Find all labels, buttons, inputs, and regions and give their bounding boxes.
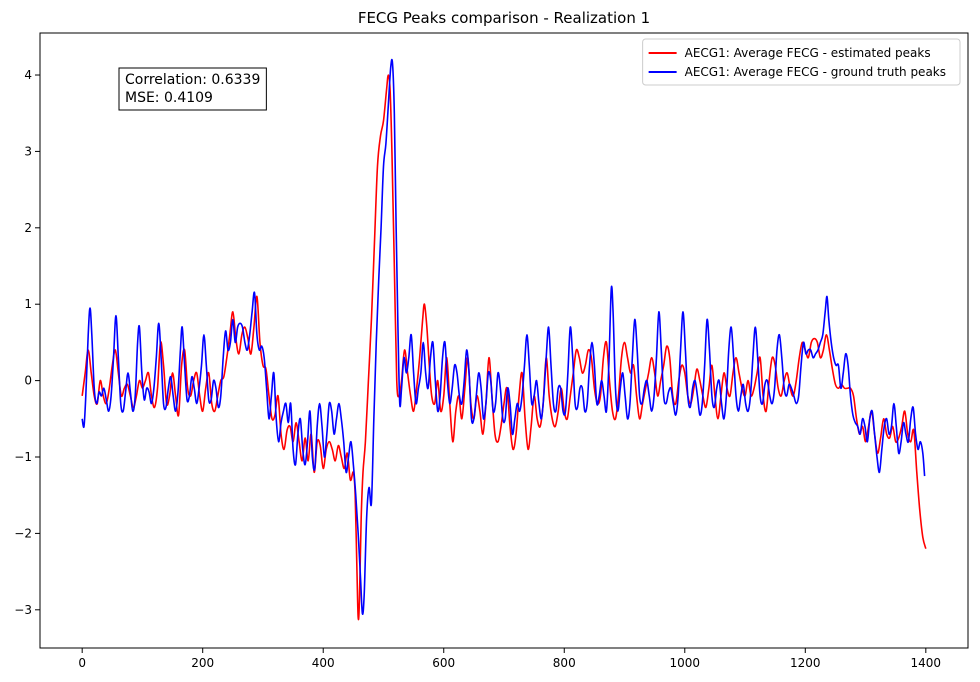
y-tick-label: 1 bbox=[24, 297, 32, 311]
series-layer bbox=[81, 58, 927, 621]
y-tick-label: 3 bbox=[24, 144, 32, 158]
y-tick-label: 4 bbox=[24, 68, 32, 82]
legend-box bbox=[642, 38, 961, 86]
chart-title: FECG Peaks comparison - Realization 1 bbox=[358, 9, 650, 27]
stats-annotation-box bbox=[118, 67, 267, 111]
x-tick-label: 1400 bbox=[911, 656, 942, 670]
y-tick-label: 2 bbox=[24, 221, 32, 235]
x-tick-label: 800 bbox=[553, 656, 576, 670]
legend: AECG1: Average FECG - estimated peaks AE… bbox=[642, 38, 961, 86]
series-ground-truth-line bbox=[81, 58, 926, 615]
series-estimated-line bbox=[81, 74, 927, 621]
y-tick-label: −3 bbox=[14, 603, 32, 617]
legend-label-ground-truth: AECG1: Average FECG - ground truth peaks bbox=[685, 65, 946, 79]
y-tick-label: 0 bbox=[24, 374, 32, 388]
legend-label-estimated: AECG1: Average FECG - estimated peaks bbox=[685, 46, 931, 60]
x-tick-label: 1200 bbox=[790, 656, 821, 670]
annotation-mse: MSE: 0.4109 bbox=[125, 90, 213, 106]
x-tick-label: 600 bbox=[432, 656, 455, 670]
x-axis-ticks: 0 200 400 600 800 1000 1200 1400 bbox=[78, 648, 941, 670]
x-tick-label: 200 bbox=[191, 656, 214, 670]
x-tick-label: 400 bbox=[312, 656, 335, 670]
plot-frame bbox=[39, 32, 969, 649]
x-tick-label: 1000 bbox=[670, 656, 701, 670]
y-tick-label: −2 bbox=[14, 526, 32, 540]
y-axis-ticks: −3 −2 −1 0 1 2 3 4 bbox=[14, 68, 40, 617]
annotation-correlation: Correlation: 0.6339 bbox=[125, 72, 260, 88]
x-tick-label: 0 bbox=[78, 656, 86, 670]
stats-annotation: Correlation: 0.6339 MSE: 0.4109 bbox=[118, 67, 267, 111]
y-tick-label: −1 bbox=[14, 450, 32, 464]
